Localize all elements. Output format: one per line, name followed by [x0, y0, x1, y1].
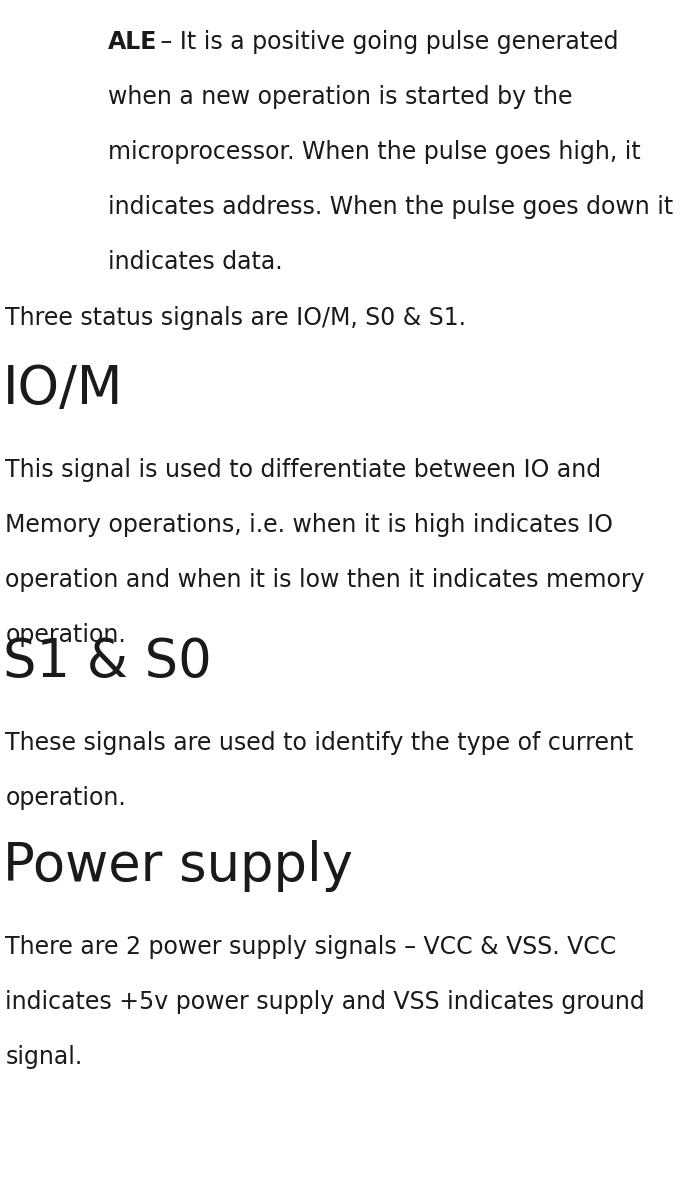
Text: when a new operation is started by the: when a new operation is started by the	[108, 85, 573, 109]
Text: Three status signals are IO/M, S0 & S1.: Three status signals are IO/M, S0 & S1.	[5, 306, 466, 330]
Text: operation.: operation.	[5, 623, 126, 648]
Text: indicates data.: indicates data.	[108, 250, 283, 274]
Text: These signals are used to identify the type of current: These signals are used to identify the t…	[5, 731, 634, 755]
Text: S1 & S0: S1 & S0	[3, 636, 211, 688]
Text: operation.: operation.	[5, 786, 126, 810]
Text: – It is a positive going pulse generated: – It is a positive going pulse generated	[153, 30, 619, 55]
Text: ALE: ALE	[108, 30, 158, 55]
Text: indicates address. When the pulse goes down it: indicates address. When the pulse goes d…	[108, 195, 674, 219]
Text: signal.: signal.	[5, 1045, 83, 1069]
Text: microprocessor. When the pulse goes high, it: microprocessor. When the pulse goes high…	[108, 140, 641, 164]
Text: Memory operations, i.e. when it is high indicates IO: Memory operations, i.e. when it is high …	[5, 514, 613, 537]
Text: operation and when it is low then it indicates memory: operation and when it is low then it ind…	[5, 568, 645, 592]
Text: indicates +5v power supply and VSS indicates ground: indicates +5v power supply and VSS indic…	[5, 990, 646, 1014]
Text: This signal is used to differentiate between IO and: This signal is used to differentiate bet…	[5, 458, 602, 482]
Text: There are 2 power supply signals – VCC & VSS. VCC: There are 2 power supply signals – VCC &…	[5, 935, 617, 959]
Text: IO/M: IO/M	[3, 363, 123, 415]
Text: Power supply: Power supply	[3, 840, 353, 892]
